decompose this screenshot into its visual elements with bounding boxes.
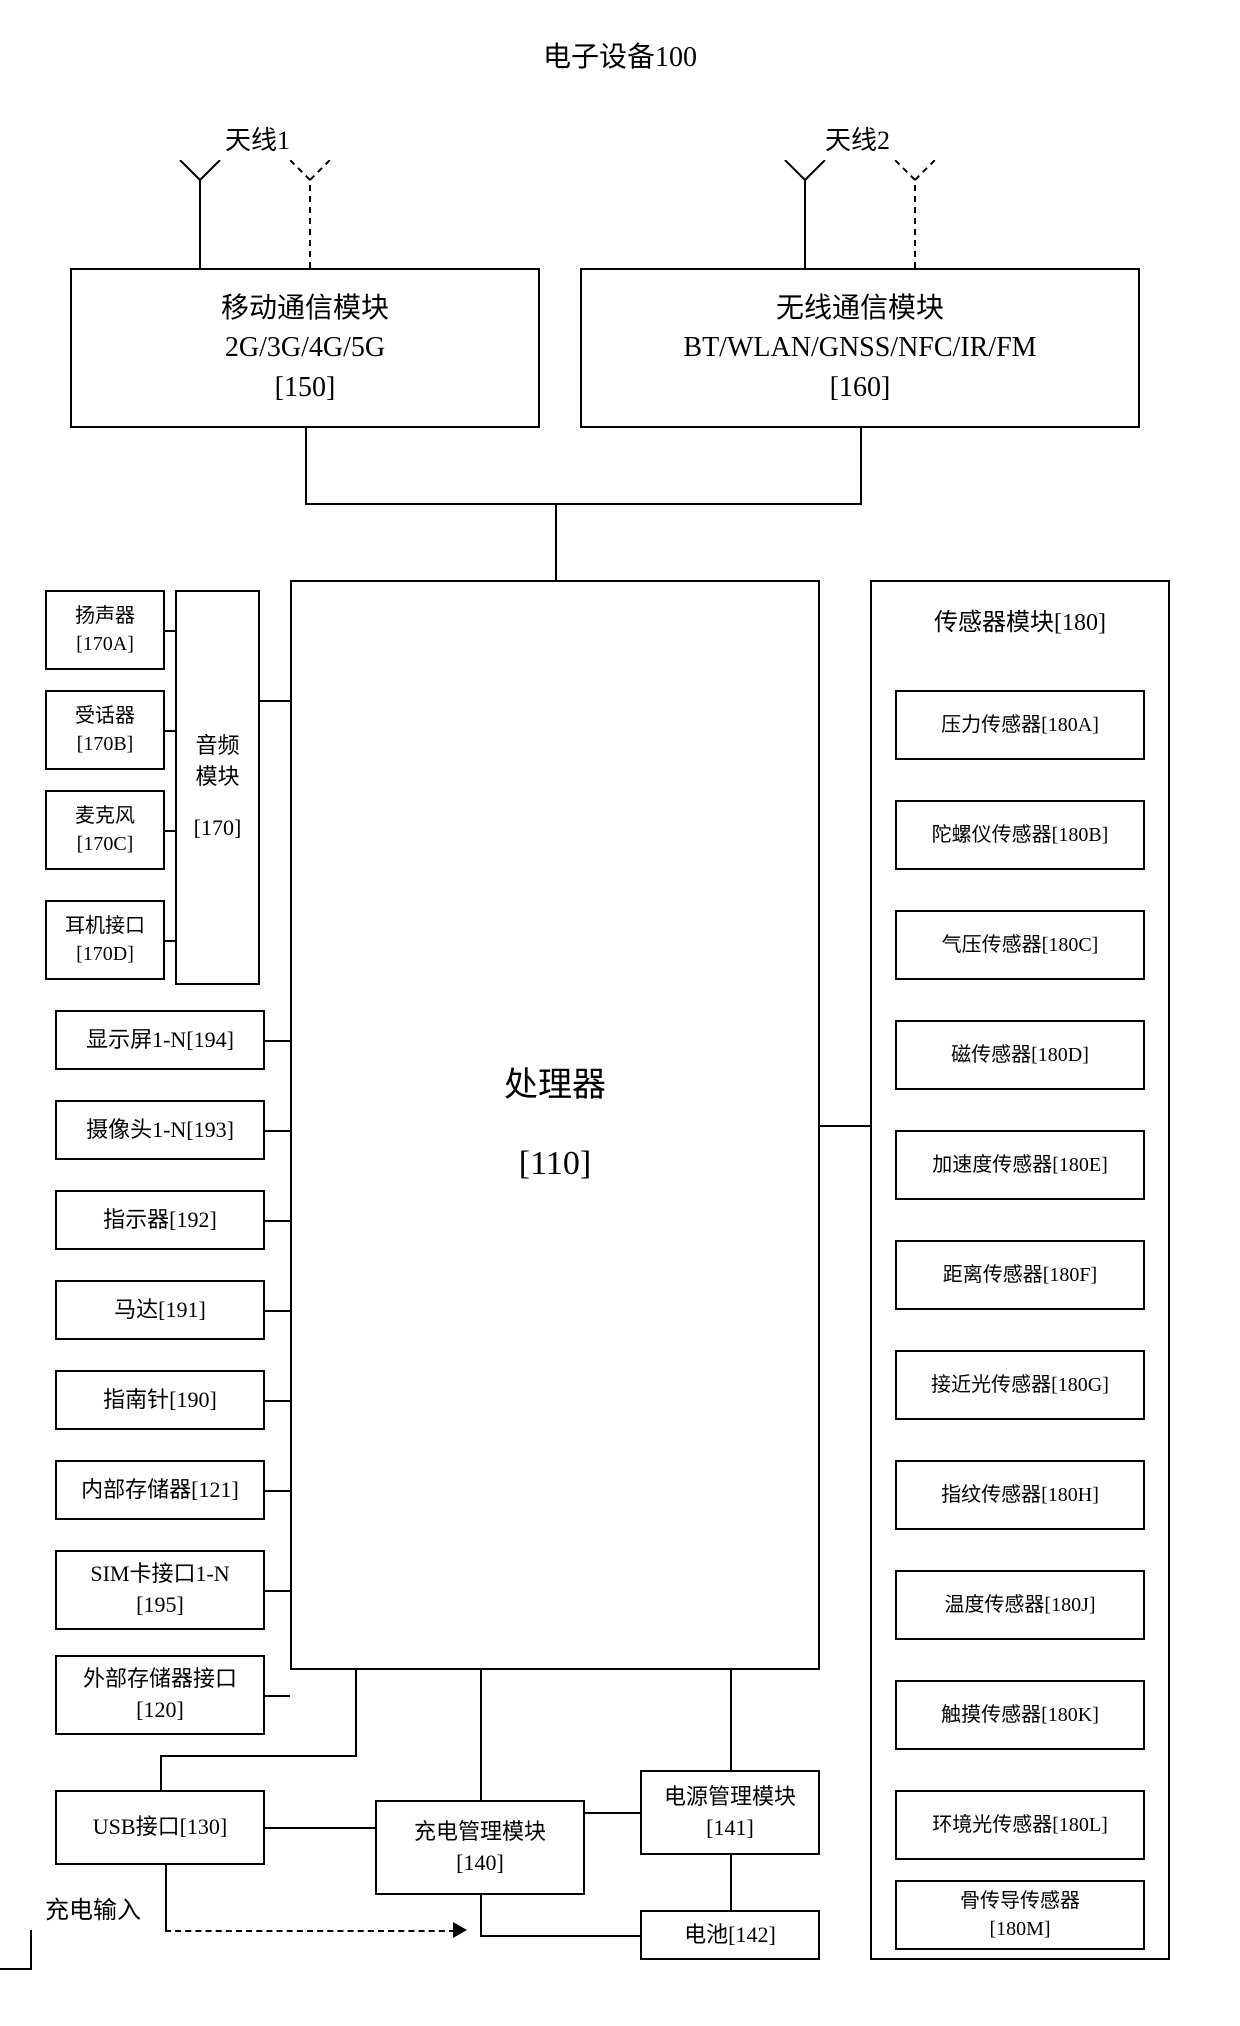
accel-sensor-box: 加速度传感器[180E] [895,1130,1145,1200]
mobile-comm-box: 移动通信模块 2G/3G/4G/5G [150] [70,268,540,428]
distance-sensor-box: 距离传感器[180F] [895,1240,1145,1310]
compass-line [265,1400,290,1402]
display-box: 显示屏1-N[194] [55,1010,265,1070]
audio-to-processor-line [260,700,290,702]
temp-sensor-box: 温度传感器[180J] [895,1570,1145,1640]
usb-to-charge-line [265,1827,375,1829]
headphone-box: 耳机接口 [170D] [45,900,165,980]
receiver-box: 受话器 [170B] [45,690,165,770]
power-to-battery-line [730,1855,732,1910]
speaker-line [165,630,175,632]
motor-box: 马达[191] [55,1280,265,1340]
charge-mgmt-box: 充电管理模块 [140] [375,1800,585,1895]
title-text: 电子设备100 [543,42,697,73]
diagram-canvas: 电子设备100 天线1 天线2 移动通信模块 2G/3G/4G/5G [150] [0,0,1240,2026]
camera-box: 摄像头1-N[193] [55,1100,265,1160]
internal-memory-box: 内部存储器[121] [55,1460,265,1520]
charge-input-solid-h [0,1968,32,1970]
antenna2-label: 天线2 [825,120,890,157]
charge-input-arrow-icon [453,1922,467,1938]
extmem-line [265,1695,290,1697]
charge-to-power-line [585,1812,640,1814]
power-mgmt-box: 电源管理模块 [141] [640,1770,820,1855]
diagram-title: 电子设备100 [480,35,760,75]
antenna1-dashed-icon [280,160,340,270]
bone-sensor-box: 骨传导传感器 [180M] [895,1880,1145,1950]
proc-to-charge-line [480,1670,482,1800]
external-memory-box: 外部存储器接口 [120] [55,1655,265,1735]
proc-to-power-line [730,1670,732,1770]
mobile-to-bus-line [305,428,307,505]
antenna1-solid-icon [170,160,230,270]
intmem-line [265,1490,290,1492]
antenna2-solid-icon [775,160,835,270]
pressure-sensor-box: 压力传感器[180A] [895,690,1145,760]
wireless-to-bus-line [860,428,862,505]
battery-box: 电池[142] [640,1910,820,1960]
audio-module-box: 音频 模块 [170] [175,590,260,985]
speaker-box: 扬声器 [170A] [45,590,165,670]
usb-box: USB接口[130] [55,1790,265,1865]
mic-line [165,830,175,832]
bus-to-processor-line [555,503,557,580]
charge-input-label: 充电输入 [45,1890,141,1925]
sensor-title: 传感器模块[180] [934,607,1106,641]
charge-input-v [165,1865,167,1932]
wireless-comm-box: 无线通信模块 BT/WLAN/GNSS/NFC/IR/FM [160] [580,268,1140,428]
processor-box: 处理器 [110] [290,580,820,1670]
mag-sensor-box: 磁传感器[180D] [895,1020,1145,1090]
antenna1-label: 天线1 [225,120,290,157]
indicator-line [265,1220,290,1222]
charge-to-battery-h [585,1935,640,1937]
sim-box: SIM卡接口1-N [195] [55,1550,265,1630]
usb-to-proc-v [160,1755,162,1790]
headphone-line [165,940,175,942]
sim-line [265,1590,290,1592]
gyro-sensor-box: 陀螺仪传感器[180B] [895,800,1145,870]
baro-sensor-box: 气压传感器[180C] [895,910,1145,980]
fingerprint-sensor-box: 指纹传感器[180H] [895,1460,1145,1530]
antenna2-dashed-icon [885,160,945,270]
mic-box: 麦克风 [170C] [45,790,165,870]
ambient-sensor-box: 环境光传感器[180L] [895,1790,1145,1860]
charge-input-dashed [165,1930,455,1932]
usb-to-proc-h [160,1755,355,1757]
compass-box: 指南针[190] [55,1370,265,1430]
charge-input-solid [30,1930,32,1970]
usb-to-proc-v2 [355,1670,357,1757]
receiver-line [165,730,175,732]
indicator-box: 指示器[192] [55,1190,265,1250]
proc-to-sensor-line [820,1125,870,1127]
camera-line [265,1130,290,1132]
display-line [265,1040,290,1042]
charge-to-battery-v [480,1895,482,1937]
charge-to-battery-h2 [480,1935,587,1937]
touch-sensor-box: 触摸传感器[180K] [895,1680,1145,1750]
comm-bus-line [305,503,862,505]
proximity-sensor-box: 接近光传感器[180G] [895,1350,1145,1420]
motor-line [265,1310,290,1312]
